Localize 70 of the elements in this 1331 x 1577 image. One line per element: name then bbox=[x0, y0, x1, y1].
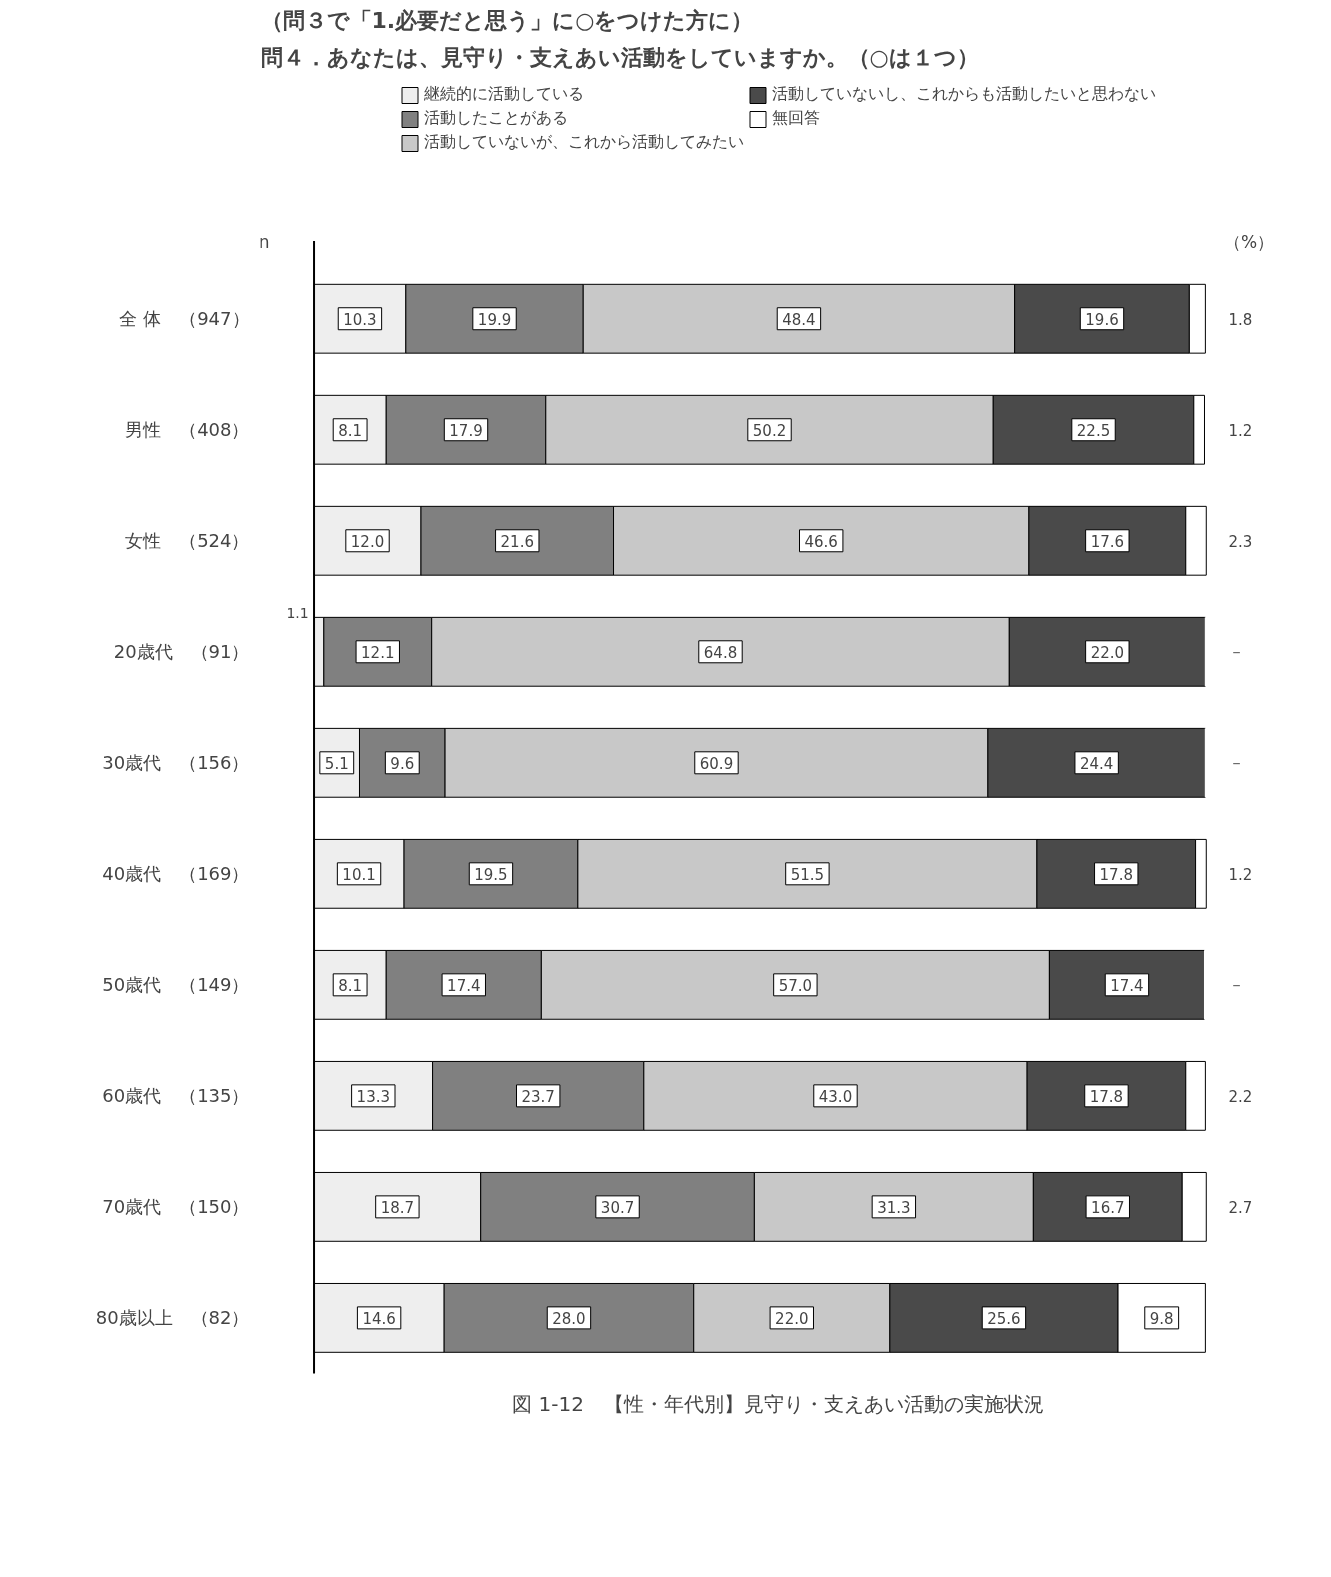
data-label: 8.1 bbox=[338, 421, 363, 440]
legend-label: 活動していないが、これから活動してみたい bbox=[424, 132, 744, 153]
data-label: 23.7 bbox=[521, 1087, 555, 1106]
data-label: 19.9 bbox=[477, 310, 512, 329]
data-label: 51.5 bbox=[790, 865, 825, 884]
data-label: 13.3 bbox=[356, 1087, 391, 1106]
text: n bbox=[258, 232, 270, 253]
y-tick-label: 20歳代 （91） bbox=[113, 641, 250, 663]
data-label: 5.1 bbox=[324, 754, 349, 773]
y-tick-label: 80歳以上 （82） bbox=[95, 1307, 250, 1329]
y-tick-label: 女性 （524） bbox=[125, 530, 250, 552]
data-label: 22.5 bbox=[1076, 421, 1111, 440]
data-label: 1.2 bbox=[1228, 421, 1253, 440]
data-label: 50.2 bbox=[752, 421, 787, 440]
y-tick-label: 男性 （408） bbox=[125, 419, 250, 441]
data-label: 28.0 bbox=[552, 1309, 586, 1328]
data-label: 10.3 bbox=[343, 310, 377, 329]
y-tick-label: 40歳代 （169） bbox=[102, 863, 250, 885]
y-tick-label: 70歳代 （150） bbox=[102, 1196, 250, 1218]
data-label: 18.7 bbox=[380, 1198, 415, 1217]
chart-subtitle: 問４．あなたは、見守り・支えあい活動をしていますか。（○は１つ） bbox=[260, 44, 979, 70]
data-label: 17.6 bbox=[1090, 532, 1125, 551]
data-label: 60.9 bbox=[699, 754, 734, 773]
legend-label: 活動したことがある bbox=[424, 108, 568, 129]
data-label: 2.3 bbox=[1228, 532, 1253, 551]
data-label: 17.4 bbox=[1110, 976, 1144, 995]
data-label: 9.6 bbox=[390, 754, 415, 773]
text: （%） bbox=[1224, 232, 1275, 253]
data-label: 16.7 bbox=[1091, 1198, 1125, 1217]
data-label: 57.0 bbox=[778, 976, 813, 995]
data-label: 30.7 bbox=[600, 1198, 635, 1217]
y-tick-label: 30歳代 （156） bbox=[102, 752, 250, 774]
data-label: 31.3 bbox=[877, 1198, 911, 1217]
data-label: 12.0 bbox=[350, 532, 385, 551]
data-label: 17.4 bbox=[447, 976, 481, 995]
data-label: 1.2 bbox=[1228, 865, 1253, 884]
data-label: 1.1 bbox=[286, 605, 309, 622]
data-label: 9.8 bbox=[1149, 1309, 1174, 1328]
legend-label: 継続的に活動している bbox=[424, 84, 584, 105]
caption: 図 1-12 【性・年代別】見守り・支えあい活動の実施状況 bbox=[512, 1391, 1044, 1416]
data-label: 19.6 bbox=[1085, 310, 1119, 329]
data-label: － bbox=[1228, 642, 1244, 661]
data-label: 17.9 bbox=[449, 421, 483, 440]
data-label: － bbox=[1228, 975, 1244, 994]
legend-label: 活動していないし、これからも活動したいと思わない bbox=[772, 84, 1156, 105]
chart-title: （問３で「1.必要だと思う」に○をつけた方に） bbox=[260, 7, 754, 33]
data-label: 2.7 bbox=[1228, 1198, 1253, 1217]
data-label: － bbox=[1228, 753, 1244, 772]
data-label: 19.5 bbox=[474, 865, 508, 884]
data-label: 25.6 bbox=[987, 1309, 1021, 1328]
data-label: 17.8 bbox=[1089, 1087, 1124, 1106]
data-label: 17.8 bbox=[1099, 865, 1133, 884]
data-label: 46.6 bbox=[804, 532, 838, 551]
data-label: 2.2 bbox=[1228, 1087, 1253, 1106]
y-tick-label: 50歳代 （149） bbox=[102, 974, 250, 996]
data-label: 10.1 bbox=[342, 865, 376, 884]
data-label: 43.0 bbox=[818, 1087, 853, 1106]
data-label: 24.4 bbox=[1079, 754, 1114, 773]
data-label: 48.4 bbox=[782, 310, 816, 329]
data-label: 22.0 bbox=[1090, 643, 1125, 662]
data-label: 8.1 bbox=[338, 976, 363, 995]
data-label: 14.6 bbox=[362, 1309, 396, 1328]
legend-label: 無回答 bbox=[772, 108, 820, 129]
data-label: 1.8 bbox=[1228, 310, 1253, 329]
data-label: 12.1 bbox=[361, 643, 395, 662]
data-label: 21.6 bbox=[500, 532, 534, 551]
y-tick-label: 全 体 （947） bbox=[119, 308, 250, 330]
data-label: 64.8 bbox=[703, 643, 738, 662]
data-label: 22.0 bbox=[775, 1309, 809, 1328]
y-tick-label: 60歳代 （135） bbox=[102, 1085, 250, 1107]
